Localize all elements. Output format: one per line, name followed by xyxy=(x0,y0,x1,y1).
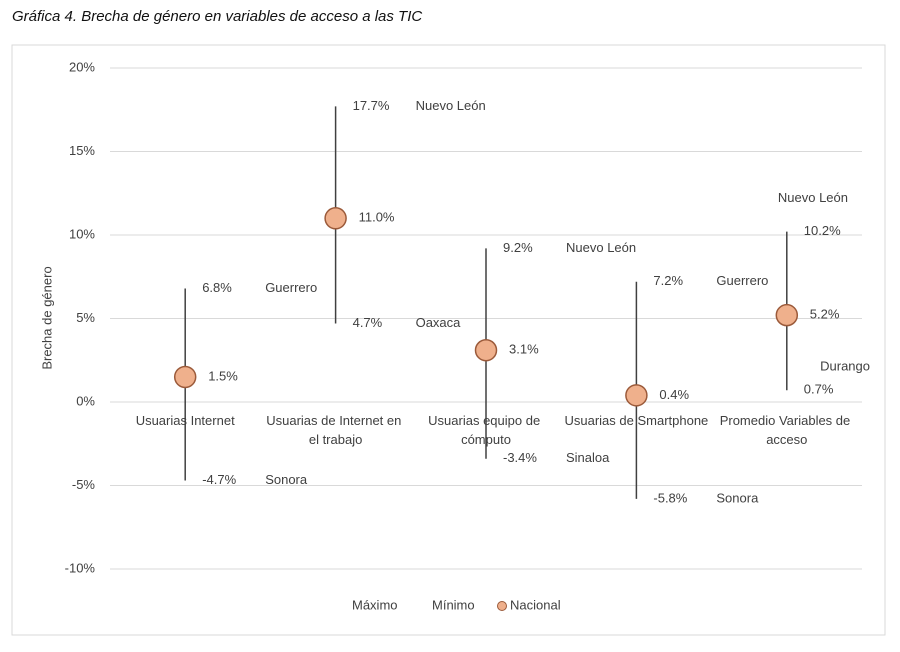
data-label: 11.0% xyxy=(359,210,395,225)
state-label: Nuevo León xyxy=(566,240,636,255)
state-label: Sinaloa xyxy=(566,450,610,465)
legend-label: Nacional xyxy=(510,597,561,612)
legend-marker xyxy=(497,601,507,611)
data-label: 7.2% xyxy=(653,273,683,288)
state-label: Nuevo León xyxy=(778,190,848,205)
y-tick-label: 20% xyxy=(69,59,95,74)
state-label: Guerrero xyxy=(716,273,768,288)
data-label: 9.2% xyxy=(503,240,533,255)
legend-label: Máximo xyxy=(352,597,398,612)
state-label: Durango xyxy=(820,359,870,374)
national-dot xyxy=(775,303,799,327)
x-tick-label: Usuarias equipo de cómputo xyxy=(428,413,544,447)
y-axis-label: Brecha de género xyxy=(39,266,54,369)
data-label: 0.4% xyxy=(659,387,689,402)
data-label: -4.7% xyxy=(202,472,236,487)
data-label: 5.2% xyxy=(810,307,840,322)
y-tick-label: 5% xyxy=(76,310,95,325)
data-label: 0.7% xyxy=(804,382,834,397)
x-tick-label: Usuarias de Internet en el trabajo xyxy=(266,413,405,447)
state-label: Nuevo León xyxy=(416,98,486,113)
state-label: Sonora xyxy=(265,472,308,487)
y-tick-label: -10% xyxy=(65,560,96,575)
y-tick-label: 10% xyxy=(69,226,95,241)
chart-frame xyxy=(11,44,886,636)
national-dot xyxy=(324,207,347,230)
y-tick-label: 15% xyxy=(69,143,95,158)
x-tick-label: Usuarias de Smartphone xyxy=(564,413,708,428)
state-label: Oaxaca xyxy=(416,315,462,330)
chart-title: Gráfica 4. Brecha de género en variables… xyxy=(12,8,422,25)
national-dot xyxy=(625,384,648,407)
national-dot xyxy=(474,338,498,362)
data-label: -3.4% xyxy=(503,450,537,465)
state-label: Sonora xyxy=(716,490,759,505)
data-label: 10.2% xyxy=(804,223,841,238)
data-label: 4.7% xyxy=(353,315,383,330)
x-tick-label: Promedio Variables de acceso xyxy=(720,413,854,447)
state-label: Guerrero xyxy=(265,280,317,295)
y-tick-label: 0% xyxy=(76,393,95,408)
data-label: -5.8% xyxy=(653,490,687,505)
data-label: 17.7% xyxy=(353,98,390,113)
x-tick-label: Usuarias Internet xyxy=(136,413,235,428)
data-label: 6.8% xyxy=(202,280,232,295)
data-label: 3.1% xyxy=(509,342,539,357)
national-dot xyxy=(173,365,197,389)
data-label: 1.5% xyxy=(208,368,238,383)
y-tick-label: -5% xyxy=(72,477,96,492)
legend-label: Mínimo xyxy=(432,597,475,612)
